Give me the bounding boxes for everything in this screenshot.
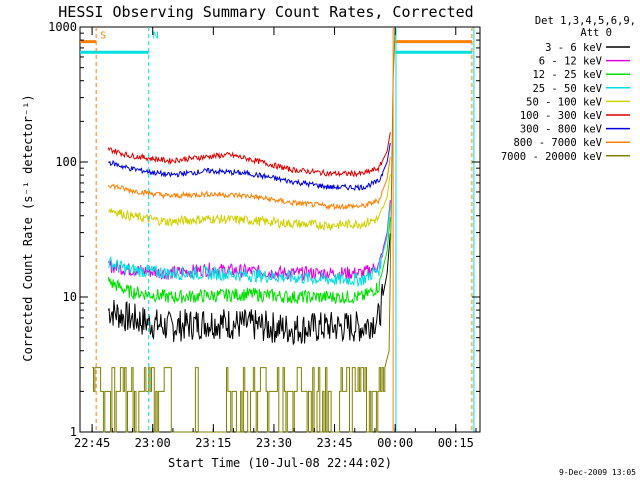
series-line-2 <box>107 217 391 305</box>
series-line-0 <box>107 233 391 346</box>
plot-frame <box>79 26 481 433</box>
footer-timestamp: 9-Dec-2009 13:05 <box>559 468 636 477</box>
chart-title: HESSI Observing Summary Count Rates, Cor… <box>58 3 473 21</box>
legend-label-6: 300 - 800 keV <box>520 124 603 136</box>
legend-label-1: 6 - 12 keV <box>539 56 603 68</box>
x-tick-label: 22:45 <box>74 436 110 450</box>
y-axis-label: Corrected Count Rate (s⁻¹ detector⁻¹) <box>21 94 35 361</box>
x-tick-label: 23:15 <box>195 436 231 450</box>
legend-header-line2: Att 0 <box>580 27 612 39</box>
x-axis-label: Start Time (10-Jul-08 22:44:02) <box>168 456 392 470</box>
x-axis-ticks: 22:45 23:00 23:15 23:30 23:45 00:00 00:15 <box>74 27 477 450</box>
series-line-7 <box>107 156 391 211</box>
y-tick-label: 100 <box>55 155 77 169</box>
series-line-3 <box>108 204 391 288</box>
annotation-s: S <box>100 31 106 42</box>
legend-header-line1: Det 1,3,4,5,6,9, <box>535 15 636 27</box>
legend-label-3: 25 - 50 keV <box>532 83 602 95</box>
y-tick-label: 10 <box>63 290 77 304</box>
series-line-4 <box>108 173 391 232</box>
legend-label-2: 12 - 25 keV <box>532 69 602 81</box>
series-line-6 <box>107 142 391 191</box>
legend-label-4: 50 - 100 keV <box>526 96 603 108</box>
legend-label-0: 3 - 6 keV <box>545 42 603 54</box>
series-line-5 <box>107 132 391 178</box>
x-tick-label: 23:45 <box>316 436 352 450</box>
series-line-1 <box>107 200 391 282</box>
series-line-8 <box>92 26 396 433</box>
x-tick-label: 00:00 <box>377 436 413 450</box>
legend-label-5: 100 - 300 keV <box>520 110 603 122</box>
y-tick-label: 1000 <box>48 20 77 34</box>
x-tick-label: 00:15 <box>438 436 474 450</box>
legend-label-8: 7000 - 20000 keV <box>501 151 603 163</box>
annotation-n: N <box>153 31 159 42</box>
x-tick-label: 23:30 <box>256 436 292 450</box>
y-axis-ticks: 1 10 100 1000 <box>48 20 480 439</box>
legend: Det 1,3,4,5,6,9,Att 0 3 - 6 keV 6 - 12 keV… <box>501 15 636 163</box>
legend-label-7: 800 - 7000 keV <box>513 137 602 149</box>
y-tick-label: 1 <box>70 425 77 439</box>
x-tick-label: 23:00 <box>135 436 171 450</box>
